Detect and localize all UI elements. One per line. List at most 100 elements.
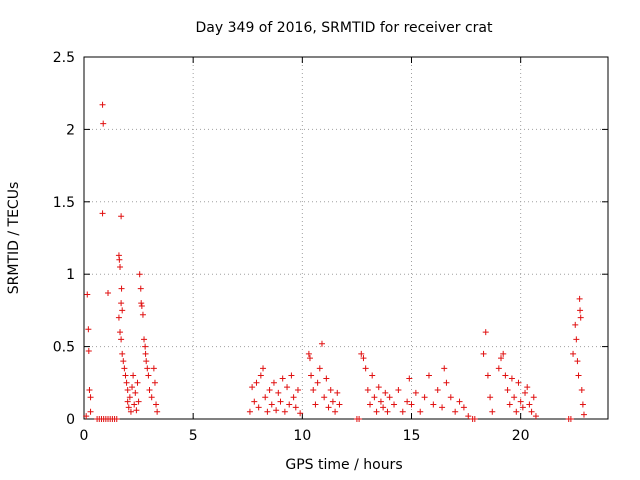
data-point <box>268 401 275 408</box>
data-point <box>144 365 151 372</box>
data-point <box>148 394 155 401</box>
data-point <box>83 413 90 420</box>
data-point <box>116 256 123 263</box>
data-point <box>460 404 467 411</box>
data-point <box>131 401 138 408</box>
data-point <box>257 372 264 379</box>
data-point <box>297 410 304 417</box>
y-tick-label: 1 <box>66 267 75 283</box>
data-point <box>577 314 584 321</box>
data-point <box>408 401 415 408</box>
data-point <box>325 404 332 411</box>
data-point <box>100 120 107 127</box>
data-point <box>246 408 253 415</box>
data-point <box>99 101 106 108</box>
data-point <box>526 401 533 408</box>
data-point <box>85 347 92 354</box>
data-point <box>130 372 137 379</box>
data-point <box>308 372 315 379</box>
data-point <box>578 387 585 394</box>
data-point <box>452 408 459 415</box>
data-point <box>306 355 313 362</box>
data-point <box>356 416 363 422</box>
data-point <box>391 401 398 408</box>
data-point <box>425 372 432 379</box>
data-point <box>251 398 258 405</box>
data-point <box>292 404 299 411</box>
data-point <box>153 401 160 408</box>
data-point <box>253 379 260 386</box>
data-point <box>151 379 158 386</box>
data-point <box>570 350 577 357</box>
data-point <box>123 379 130 386</box>
data-point <box>487 394 494 401</box>
data-points <box>83 101 587 422</box>
data-point <box>323 375 330 382</box>
data-point <box>573 336 580 343</box>
data-point <box>305 350 312 357</box>
data-point <box>395 387 402 394</box>
data-point <box>530 394 537 401</box>
data-point <box>498 355 505 362</box>
data-point <box>132 389 139 396</box>
data-point <box>118 213 125 220</box>
data-point <box>513 408 520 415</box>
data-point <box>329 398 336 405</box>
x-axis-label: GPS time / hours <box>285 457 402 473</box>
data-point <box>154 408 161 415</box>
data-point <box>371 394 378 401</box>
data-point <box>511 394 518 401</box>
data-point <box>125 404 132 411</box>
data-point <box>255 404 262 411</box>
axis-ticks: 0 5 10 15 20 0 0.5 1 1.5 2 2.5 <box>53 50 608 444</box>
data-point <box>412 389 419 396</box>
data-point <box>141 336 148 343</box>
data-point <box>126 394 133 401</box>
x-tick-label: 15 <box>403 428 421 444</box>
data-point <box>377 398 384 405</box>
data-point <box>118 300 125 307</box>
data-point <box>318 340 325 347</box>
data-point <box>567 416 574 422</box>
data-point <box>138 303 145 310</box>
grid <box>84 57 608 419</box>
data-point <box>373 408 380 415</box>
data-point <box>120 358 127 365</box>
data-point <box>316 365 323 372</box>
data-point <box>266 387 273 394</box>
data-point <box>145 372 152 379</box>
data-point <box>532 413 539 420</box>
y-axis-label: SRMTID / TECUs <box>6 182 22 295</box>
data-point <box>321 394 328 401</box>
data-point <box>119 350 126 357</box>
data-point <box>522 389 529 396</box>
data-point <box>369 372 376 379</box>
data-point <box>117 263 124 270</box>
data-point <box>580 411 587 418</box>
data-point <box>270 379 277 386</box>
data-point <box>294 387 301 394</box>
data-point <box>118 336 125 343</box>
data-point <box>434 387 441 394</box>
data-point <box>137 285 144 292</box>
data-point <box>122 372 129 379</box>
data-point <box>471 416 478 422</box>
data-point <box>517 398 524 405</box>
data-point <box>142 350 149 357</box>
data-point <box>85 326 92 333</box>
data-point <box>290 394 297 401</box>
data-point <box>260 365 267 372</box>
data-point <box>115 314 122 321</box>
data-point <box>456 398 463 405</box>
data-point <box>334 389 341 396</box>
data-point <box>336 401 343 408</box>
data-point <box>99 210 106 217</box>
data-point <box>406 375 413 382</box>
data-point <box>358 350 365 357</box>
y-tick-label: 2.5 <box>53 50 75 66</box>
data-point <box>465 413 472 420</box>
data-point <box>382 389 389 396</box>
data-point <box>576 295 583 302</box>
data-point <box>575 372 582 379</box>
data-point <box>127 408 134 415</box>
